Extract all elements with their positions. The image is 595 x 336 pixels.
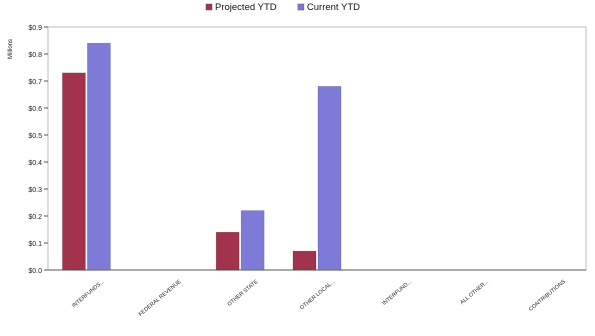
x-tick-label: OTHER LOCAL... [299, 279, 336, 312]
x-tick-label: ALL OTHER... [459, 279, 490, 306]
y-tick-label: $0.2 [28, 214, 42, 221]
bar-current-ytd [87, 42, 111, 271]
legend-label: Current YTD [307, 2, 360, 13]
x-tick-label: INTERFUNDS... [71, 279, 106, 310]
y-axis-title: Millions [8, 39, 14, 59]
y-tick-label: $0.6 [28, 106, 42, 113]
x-tick-label: INTERFUND... [381, 279, 413, 307]
y-tick-label: $0.1 [28, 241, 42, 248]
legend-swatch [205, 3, 213, 11]
bar-projected-ytd [62, 72, 86, 271]
y-tick-label: $0.3 [28, 187, 42, 194]
y-tick-label: $0.9 [28, 25, 42, 32]
bar-projected-ytd [292, 250, 317, 271]
legend-item: Current YTD [297, 2, 360, 13]
bar-current-ytd [240, 210, 265, 271]
bar-current-ytd [317, 86, 342, 271]
y-tick-label: $0.0 [28, 268, 42, 275]
plot-area [47, 26, 587, 271]
y-tick-label: $0.4 [28, 160, 42, 167]
y-tick-label: $0.5 [28, 133, 42, 140]
x-tick-label: CONTRIBUTIONS [528, 279, 567, 313]
plot-frame [47, 26, 587, 271]
y-tick-label: $0.8 [28, 52, 42, 59]
y-tick-label: $0.7 [28, 79, 42, 86]
legend-label: Projected YTD [215, 2, 277, 13]
y-axis: $0.0 $0.1 $0.2 $0.3 $0.4 $0.5 $0.6 $0.7 $0.8 $0.9… [8, 25, 48, 275]
legend-swatch [297, 3, 305, 11]
x-tick-label: OTHER STATE [227, 279, 260, 308]
bar-projected-ytd [215, 231, 240, 271]
legend-item: Projected YTD [205, 2, 277, 13]
bars [62, 42, 342, 271]
legend: Projected YTD Current YTD [205, 2, 360, 13]
x-axis: INTERFUNDS... FEDERAL REVENUE OTHER STATE O… [48, 269, 586, 318]
x-tick-label: FEDERAL REVENUE [138, 279, 183, 318]
